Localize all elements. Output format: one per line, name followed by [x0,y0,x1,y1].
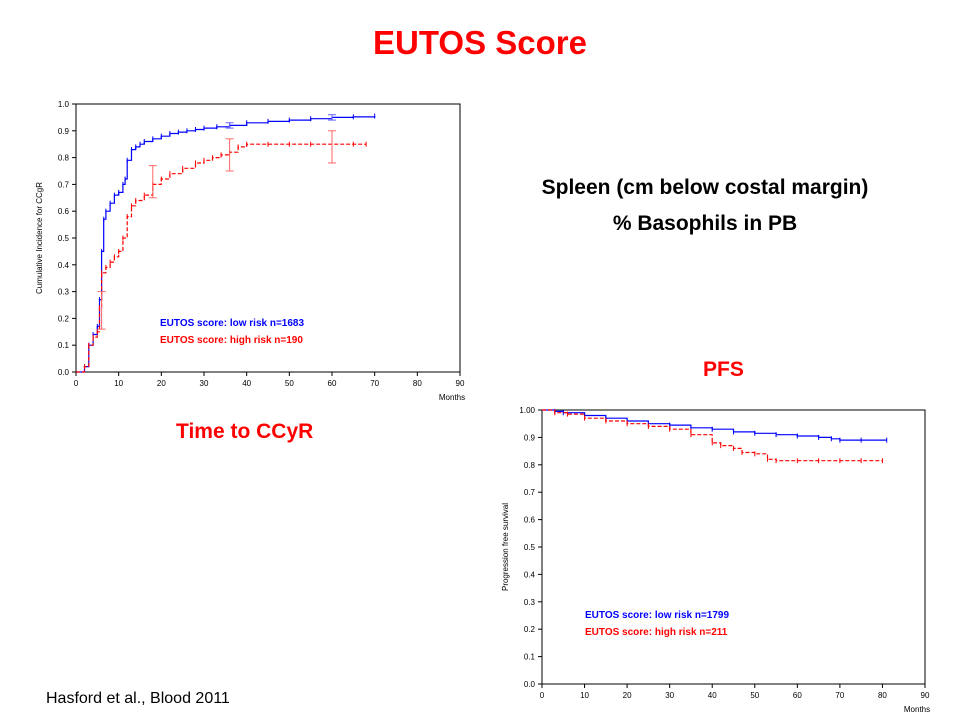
y-tick-label: 0.8 [524,461,536,470]
x-tick-label: 90 [921,691,930,700]
x-axis-label: Months [439,393,465,402]
x-tick-label: 50 [285,379,294,388]
y-tick-label: 0.5 [524,543,536,552]
y-tick-label: 0.6 [524,516,536,525]
y-tick-label: 0.7 [524,488,536,497]
y-tick-label: 0.1 [524,653,536,662]
y-tick-label: 0.0 [524,680,536,689]
y-axis-label: Cumulative Incidence for CCgR [35,182,44,294]
x-tick-label: 70 [835,691,844,700]
y-tick-label: 0.2 [524,625,536,634]
y-tick-label: 1.00 [519,406,535,415]
x-tick-label: 80 [878,691,887,700]
legend-entry: EUTOS score: low risk n=1799 [585,610,729,621]
x-tick-label: 70 [370,379,379,388]
plot-frame [75,103,461,373]
pfs-chart: 0 10 20 30 40 50 60 70 80 90 0.0 0.1 0.2 0.3 0.4 0.5 0.6… [501,406,930,714]
ccyr-chart: 0 10 20 30 40 50 60 70 80 90 0.0 0.1 0.2 0.3 0.4 0.5 0.6… [35,100,465,402]
y-tick-label: 0.7 [58,180,70,189]
x-tick-label: 40 [708,691,717,700]
y-axis-label: Progression free survival [501,503,510,591]
y-tick-label: 0.4 [524,570,536,579]
x-tick-label: 0 [74,379,79,388]
x-tick-label: 10 [580,691,589,700]
plot-frame [541,409,926,685]
x-tick-label: 30 [665,691,674,700]
y-tick-label: 0.4 [58,261,70,270]
factor-spleen: Spleen (cm below costal margin) [541,176,869,199]
series-line-b [76,143,367,373]
y-tick-label: 0.0 [58,368,70,377]
legend-entry: EUTOS score: high risk n=190 [160,335,303,346]
x-tick-label: 20 [623,691,632,700]
x-tick-label: 40 [242,379,251,388]
x-tick-label: 90 [456,379,465,388]
y-tick-label: 1.0 [58,100,70,109]
y-tick-label: 0.3 [524,598,536,607]
x-tick-label: 60 [793,691,802,700]
x-tick-label: 50 [750,691,759,700]
y-tick-label: 0.9 [58,127,70,136]
legend-entry: EUTOS score: high risk n=211 [585,627,728,638]
x-tick-label: 20 [157,379,166,388]
x-tick-label: 60 [328,379,337,388]
slide-title: EUTOS Score [373,24,587,61]
y-tick-label: 0.5 [58,234,70,243]
x-axis-label: Months [904,705,930,714]
factor-basophils: % Basophils in PB [612,212,798,235]
x-tick-label: 30 [200,379,209,388]
ccyr-caption: Time to CCyR [176,420,314,443]
y-tick-label: 0.1 [58,341,70,350]
y-tick-label: 0.3 [58,288,70,297]
y-tick-label: 0.2 [58,314,70,323]
x-tick-label: 0 [540,691,545,700]
y-tick-label: 0.9 [524,433,536,442]
x-tick-label: 80 [413,379,422,388]
y-tick-label: 0.8 [58,154,70,163]
legend-entry: EUTOS score: low risk n=1683 [160,318,304,329]
x-tick-label: 10 [114,379,123,388]
citation: Hasford et al., Blood 2011 [46,690,230,707]
pfs-caption: PFS [703,358,744,381]
y-tick-label: 0.6 [58,207,70,216]
